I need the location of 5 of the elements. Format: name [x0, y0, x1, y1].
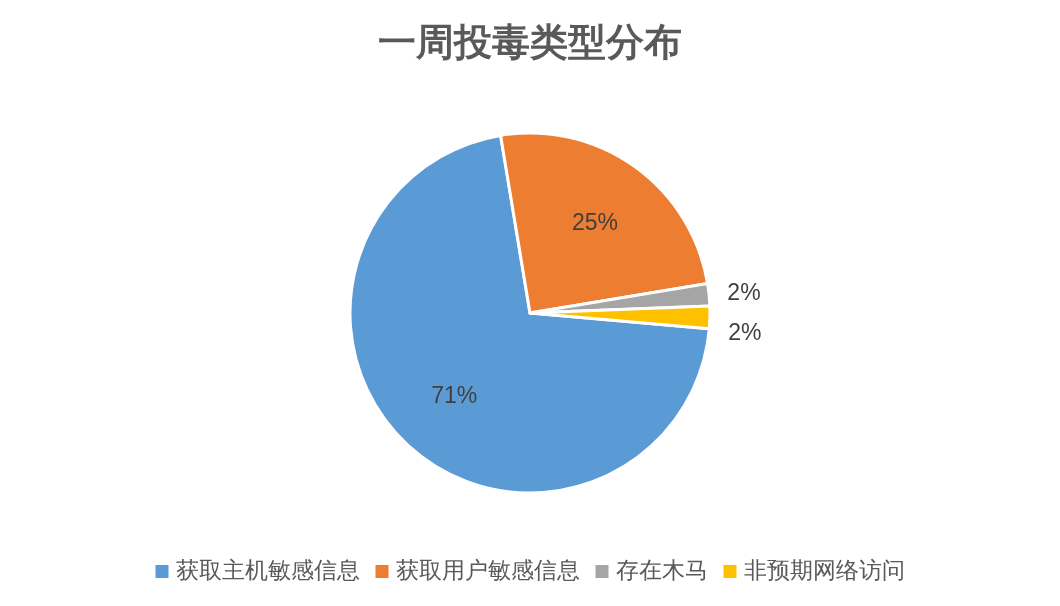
legend-label: 获取主机敏感信息: [175, 557, 360, 583]
title: 一周投毒类型分布: [378, 21, 682, 63]
legend-label: 存在木马: [615, 557, 708, 583]
legend-label: 非预期网络访问: [743, 557, 905, 583]
legend-label: 获取用户敏感信息: [395, 557, 580, 583]
